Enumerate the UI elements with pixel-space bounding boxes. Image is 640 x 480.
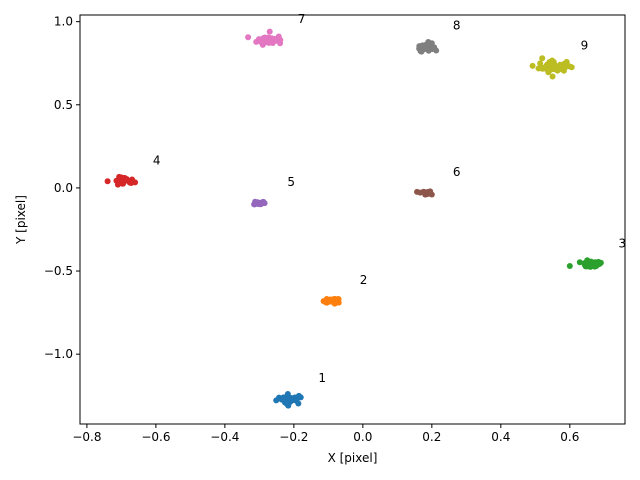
data-point [581, 261, 588, 268]
data-point [128, 179, 135, 186]
data-point [539, 64, 546, 71]
y-tick-label: −1.0 [44, 347, 73, 361]
cluster-label-7: 7 [298, 12, 306, 26]
cluster-4 [104, 173, 139, 188]
plot-frame [79, 14, 626, 425]
data-point [551, 66, 558, 73]
data-point [420, 188, 427, 195]
data-point [259, 200, 266, 207]
data-point [104, 178, 111, 185]
data-point [277, 40, 284, 47]
cluster-label-3: 3 [619, 236, 627, 250]
data-point [561, 62, 568, 69]
data-point [295, 400, 302, 407]
cluster-label-5: 5 [287, 175, 295, 189]
plot-area [80, 15, 625, 424]
cluster-label-9: 9 [581, 39, 589, 53]
data-points [104, 28, 604, 409]
data-point [539, 55, 546, 62]
cluster-label-8: 8 [453, 19, 461, 33]
data-point [280, 394, 287, 401]
data-point [428, 40, 435, 47]
cluster-3 [566, 257, 604, 270]
data-point [276, 394, 283, 401]
data-point [529, 62, 536, 69]
x-tick-label: −0.8 [72, 430, 101, 444]
cluster-9 [529, 55, 575, 80]
data-point [546, 67, 553, 74]
x-axis-ticks: −0.8 −0.6 −0.4 −0.2 0.0 0.2 0.4 0.6 [72, 424, 579, 444]
data-point [266, 28, 273, 35]
cluster-label-2: 2 [360, 273, 368, 287]
cluster-label-4: 4 [153, 153, 161, 167]
cluster-8 [416, 38, 440, 55]
x-axis-label: X [pixel] [328, 451, 378, 465]
y-tick-label: 1.0 [54, 15, 73, 29]
data-point [245, 34, 252, 41]
cluster-label-1: 1 [318, 371, 326, 385]
data-point [566, 63, 573, 70]
cluster-2 [320, 295, 342, 307]
y-tick-label: 0.5 [54, 98, 73, 112]
data-point [321, 297, 328, 304]
data-point [255, 36, 262, 43]
data-point [546, 58, 553, 65]
cluster-labels: 1 2 3 4 5 6 7 8 9 [153, 12, 626, 385]
data-point [288, 395, 295, 402]
y-axis-label: Y [pixel] [14, 195, 28, 245]
data-point [116, 173, 123, 180]
data-point [419, 42, 426, 49]
cluster-6 [414, 188, 435, 198]
data-point [576, 259, 583, 266]
data-point [335, 299, 342, 306]
x-tick-label: 0.4 [491, 430, 510, 444]
cluster-7 [245, 28, 284, 48]
data-point [566, 263, 573, 270]
data-point [259, 41, 266, 48]
x-tick-label: −0.2 [279, 430, 308, 444]
data-point [122, 175, 129, 182]
cluster-5 [251, 198, 268, 208]
data-point [284, 391, 291, 398]
data-point [549, 73, 556, 80]
cluster-1 [273, 391, 304, 409]
data-point [591, 263, 598, 270]
y-tick-label: −0.5 [44, 264, 73, 278]
y-axis-ticks: −1.0 −0.5 0.0 0.5 1.0 [44, 15, 80, 361]
x-tick-label: 0.0 [353, 430, 372, 444]
data-point [418, 48, 425, 55]
data-point [267, 35, 274, 42]
data-point [297, 394, 304, 401]
data-point [433, 47, 440, 54]
data-point [283, 401, 290, 408]
y-tick-label: 0.0 [54, 181, 73, 195]
x-tick-label: −0.6 [141, 430, 170, 444]
x-tick-label: −0.4 [210, 430, 239, 444]
x-tick-label: 0.6 [560, 430, 579, 444]
data-point [114, 181, 121, 188]
x-tick-label: 0.2 [422, 430, 441, 444]
data-point [586, 259, 593, 266]
data-point [428, 191, 435, 198]
data-point [597, 259, 604, 266]
cluster-label-6: 6 [453, 165, 461, 179]
